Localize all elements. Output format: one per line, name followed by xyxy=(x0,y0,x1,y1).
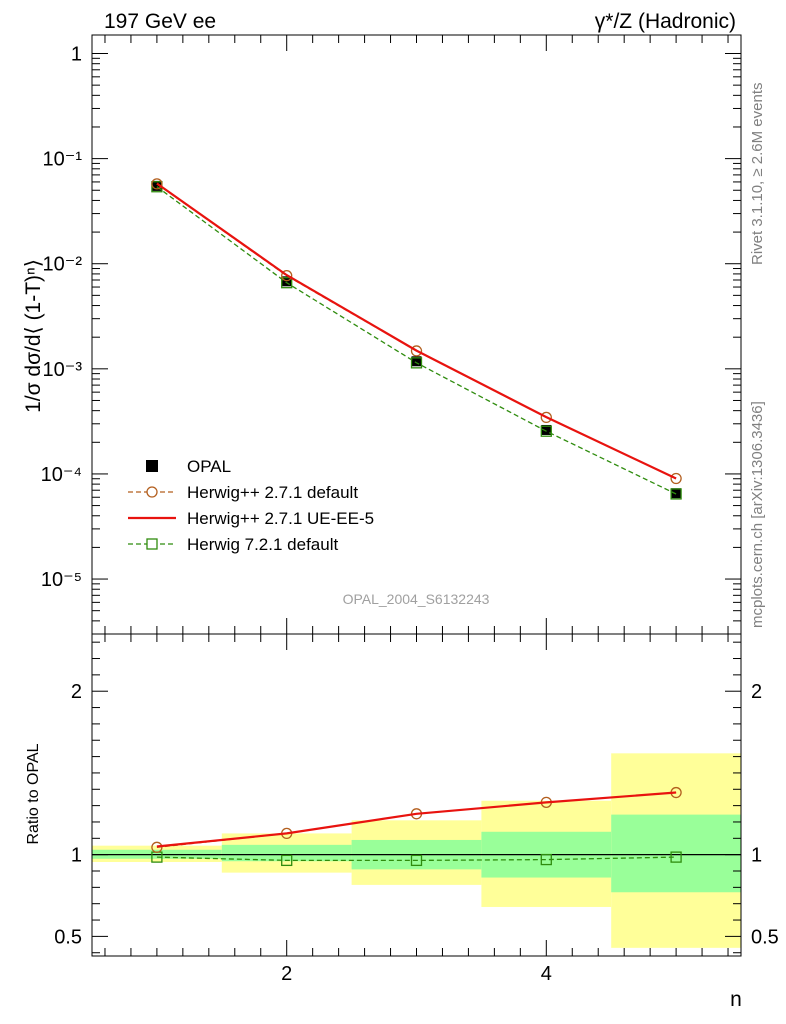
y-tick-label: 10⁻² xyxy=(43,254,83,276)
herwig-7-2-1-default-marker xyxy=(281,854,293,867)
y-tick-label: 1 xyxy=(71,44,82,66)
herwig-7-2-1-default-line xyxy=(156,186,677,495)
legend-herwig-2-7-1-default-marker xyxy=(146,486,158,498)
ratio-y-tick-label-right: 2 xyxy=(751,681,762,703)
ratio-y-tick-label-right: 0.5 xyxy=(751,926,779,948)
y-tick-label: 10⁻⁴ xyxy=(41,464,82,486)
legend-opal-marker xyxy=(146,460,158,472)
analysis-watermark: OPAL_2004_S6132243 xyxy=(343,591,490,607)
herwig-7-2-1-default-marker xyxy=(410,854,423,867)
legend-label: Herwig 7.2.1 default xyxy=(187,535,338,554)
legend-label: Herwig++ 2.7.1 UE-EE-5 xyxy=(187,509,374,528)
herwig-7-2-1-default-line xyxy=(156,856,677,862)
herwig-2-7-1-default-marker xyxy=(281,270,293,282)
ratio-y-tick-label: 0.5 xyxy=(54,926,82,948)
ratio-y-tick-label: 2 xyxy=(71,681,82,703)
herwig-2-7-1-default-marker xyxy=(410,345,423,357)
legend-label: Herwig++ 2.7.1 default xyxy=(187,483,358,502)
herwig-2-7-1-default-marker xyxy=(540,411,552,424)
y-tick-label: 10⁻¹ xyxy=(43,149,83,171)
opal-data-point xyxy=(281,276,292,287)
herwig-2-7-1-ue-ee-5-line xyxy=(156,791,677,848)
ratio-plot-panel: 2 4 2 2 1 1 0.5 0.5 xyxy=(54,633,779,985)
opal-data-point xyxy=(541,424,552,435)
main-plot-panel: 1 10⁻¹ 10⁻² 10⁻³ 10⁻⁴ 10⁻⁵ xyxy=(41,34,742,635)
legend-label: OPAL xyxy=(187,457,231,476)
energy-label: 197 GeV ee xyxy=(104,10,216,33)
herwig-2-7-1-default-line xyxy=(156,183,677,480)
opal-data-point xyxy=(411,356,422,367)
ratio-y-tick-label-right: 1 xyxy=(751,845,762,867)
ratio-y-axis-title: Ratio to OPAL xyxy=(25,743,42,844)
herwig-7-2-1-default-marker xyxy=(410,357,423,369)
herwig-2-7-1-default-marker xyxy=(670,472,682,485)
legend-herwig-7-2-1-default-marker xyxy=(146,538,158,550)
stat-uncertainty-band xyxy=(221,844,352,862)
opal-data-point xyxy=(151,180,162,191)
rivet-label: Rivet 3.1.10, ≥ 2.6M events xyxy=(749,83,766,266)
y-tick-label: 10⁻⁵ xyxy=(41,569,82,591)
herwig-2-7-1-default-marker xyxy=(151,178,163,190)
x-axis-title: n xyxy=(730,988,742,1011)
herwig-7-2-1-default-marker xyxy=(540,425,552,437)
ratio-y-tick-label: 1 xyxy=(71,845,82,867)
opal-data-point xyxy=(671,488,682,499)
stat-uncertainty-band xyxy=(611,814,741,893)
y-tick-label: 10⁻³ xyxy=(43,359,83,381)
process-label: γ*/Z (Hadronic) xyxy=(595,10,736,33)
x-tick-label: 2 xyxy=(281,963,292,985)
herwig-7-2-1-default-marker xyxy=(670,488,682,500)
x-tick-label: 4 xyxy=(541,963,552,985)
main-y-axis-title: 1/σ dσ/d⟨ (1-T)ⁿ⟩ xyxy=(22,259,45,413)
herwig-7-2-1-default-marker xyxy=(670,851,682,863)
herwig-7-2-1-default-marker xyxy=(540,853,552,866)
herwig-2-7-1-ue-ee-5-line xyxy=(156,182,677,480)
mcplots-label: mcplots.cern.ch [arXiv:1306.3436] xyxy=(749,401,766,628)
herwig-2-7-1-default-marker xyxy=(151,841,163,853)
herwig-7-2-1-default-marker xyxy=(281,277,293,289)
legend: OPAL Herwig++ 2.7.1 default Herwig++ 2.7.1… xyxy=(128,457,374,554)
